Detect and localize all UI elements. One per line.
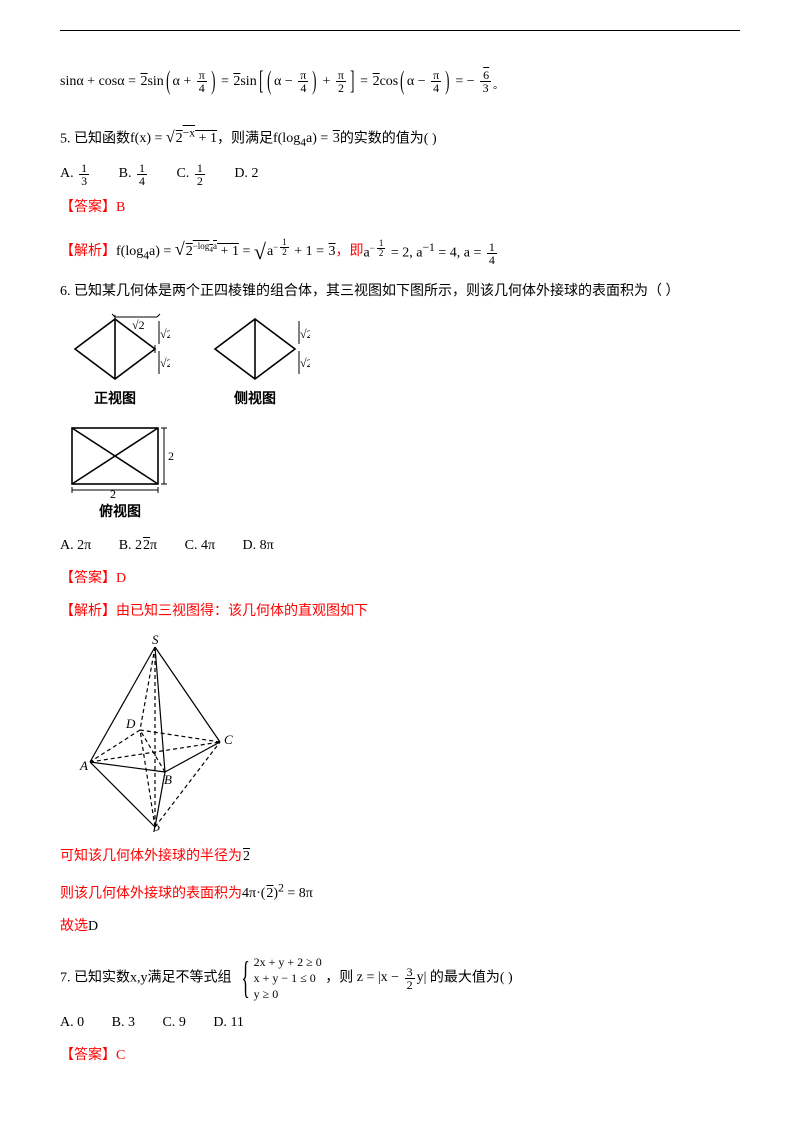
q6-top-view: 2 2 俯视图: [60, 420, 180, 525]
q7-system: 2x + y + 2 ≥ 0 x + y − 1 ≤ 0 y ≥ 0: [254, 954, 322, 1003]
q7-optA: A. 0: [60, 1010, 84, 1035]
svg-text:C: C: [224, 732, 233, 747]
q6-optD: D. 8π: [243, 533, 274, 558]
q7-number: 7.: [60, 970, 71, 985]
q7-answer: C: [116, 1048, 125, 1063]
q7-objective: z = |x − 32y|: [357, 970, 427, 985]
q6-answer-line: 【答案】D: [60, 566, 740, 591]
q6-sol-line2: 可知该几何体外接球的半径为2: [60, 844, 740, 869]
q5-optA: A. 13: [60, 161, 91, 186]
q7-options: A. 0 B. 3 C. 9 D. 11: [60, 1010, 740, 1035]
q5-optD: D. 2: [234, 161, 258, 186]
q5-answer-line: 【答案】B: [60, 195, 740, 220]
q7-answer-line: 【答案】C: [60, 1043, 740, 1068]
q6-top-view-row: 2 2 俯视图: [60, 420, 740, 525]
q5-answer: B: [116, 200, 125, 215]
q6-optA: A. 2π: [60, 533, 91, 558]
q6-optC: C. 4π: [185, 533, 215, 558]
top-w: 2: [110, 487, 116, 498]
top-view-svg: 2 2: [60, 420, 180, 498]
svg-text:√2: √2: [160, 327, 170, 341]
q5-number: 5.: [60, 131, 71, 146]
q5-stem: 5. 已知函数f(x) = √2−x + 1，则满足f(log4a) = 3的实…: [60, 123, 740, 153]
svg-text:√2: √2: [160, 356, 170, 370]
q6-front-view: √2 √2 √2 正视图: [60, 313, 170, 412]
q5-sol-label: 【解析】: [60, 239, 116, 264]
svg-text:√2: √2: [132, 318, 145, 332]
svg-text:P: P: [151, 822, 160, 832]
q6-three-views: √2 √2 √2 正视图 √2 √2 侧视图: [60, 313, 740, 412]
q6-side-view: √2 √2 侧视图: [200, 313, 310, 412]
q7-optC: C. 9: [162, 1010, 185, 1035]
q6-stem: 6. 已知某几何体是两个正四棱锥的组合体，其三视图如下图所示，则该几何体外接球的…: [60, 279, 740, 304]
q6-sol-line3: 则该几何体外接球的表面积为4π·(2)2 = 8π: [60, 878, 740, 907]
top-h: 2: [168, 449, 174, 463]
svg-text:B: B: [164, 772, 172, 787]
front-view-svg: √2 √2 √2: [60, 313, 170, 385]
svg-text:A: A: [79, 758, 88, 773]
q6-answer: D: [116, 571, 126, 586]
q6-sol-line4: 故选D: [60, 914, 740, 939]
formula-top: sinα + cosα = 2sin(α + π4) = 2sin[(α − π…: [60, 58, 740, 105]
q5-solution-line: 【解析】 f(log4a) = √2−log4a + 1 = √a−12 + 1…: [60, 232, 740, 272]
svg-text:S: S: [152, 632, 159, 647]
q5-optC: C. 12: [176, 161, 206, 186]
q7-stem: 7. 已知实数x,y满足不等式组 { 2x + y + 2 ≥ 0 x + y …: [60, 954, 740, 1003]
q5-sol-expr: f(log4a) = √2−log4a + 1 = √a−12 + 1 = 3: [116, 232, 336, 272]
q6-sol-line1: 【解析】由已知三视图得：该几何体的直观图如下: [60, 599, 740, 624]
q7-optB: B. 3: [112, 1010, 135, 1035]
q5-optB: B. 14: [119, 161, 149, 186]
page-top-rule: [60, 30, 740, 31]
q6-optB: B. 22π: [119, 533, 157, 558]
side-view-svg: √2 √2: [200, 313, 310, 385]
svg-text:√2: √2: [300, 327, 310, 341]
q5-sol-expr2: a−12 = 2, a−1 = 4, a = 14: [364, 237, 499, 266]
q7-optD: D. 11: [213, 1010, 244, 1035]
q6-number: 6.: [60, 284, 71, 299]
svg-text:√2: √2: [300, 356, 310, 370]
q6-3d-diagram: S A B C D P: [60, 632, 740, 832]
svg-text:D: D: [125, 716, 136, 731]
q6-options: A. 2π B. 22π C. 4π D. 8π: [60, 533, 740, 558]
q5-options: A. 13 B. 14 C. 12 D. 2: [60, 161, 740, 186]
